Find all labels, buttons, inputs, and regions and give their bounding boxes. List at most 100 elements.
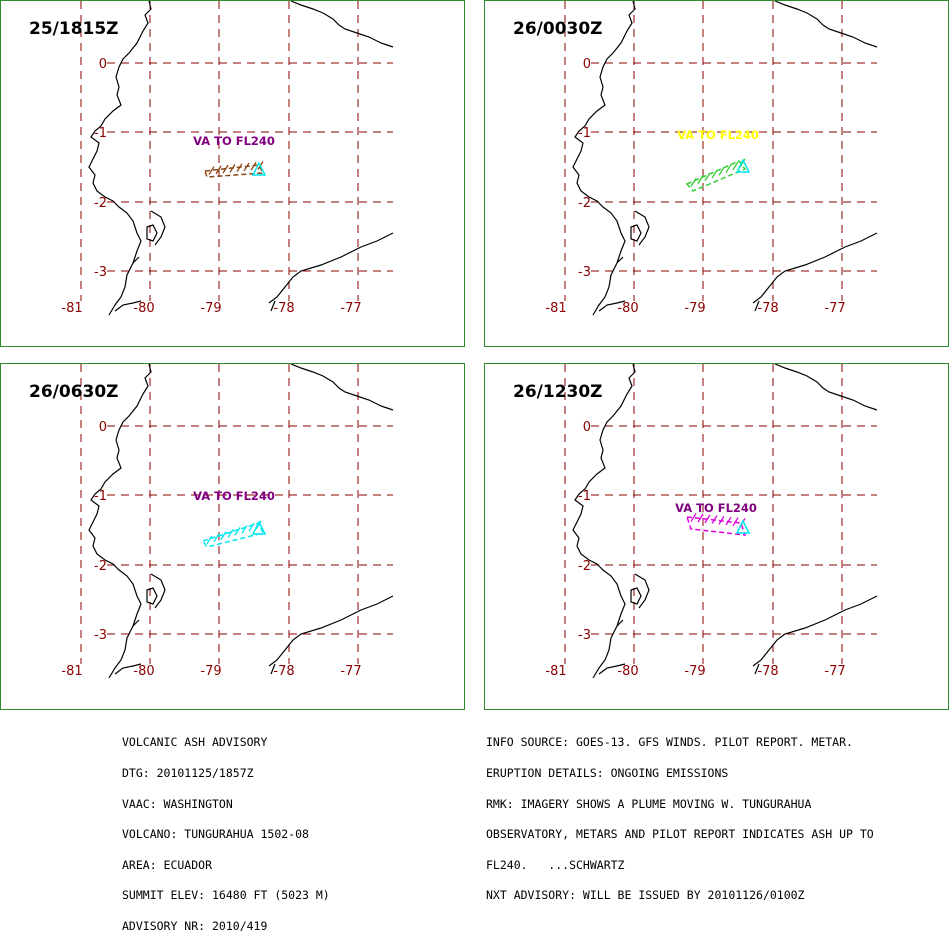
advisory-line: AREA: ECUADOR [122, 857, 213, 872]
advisory-line: RMK: IMAGERY SHOWS A PLUME MOVING W. TUN… [486, 796, 812, 811]
coastline [630, 224, 642, 242]
ash-plume [203, 164, 265, 178]
plume-hatch [690, 178, 697, 187]
longitude-label: -81 [61, 301, 82, 316]
ash-plume [685, 516, 747, 536]
ecuador-map: 0 -1 -2 -3 -81 -80 -79 -78 -77 VA TO FL240 [61, 1, 394, 316]
ecuador-map: 0 -1 -2 -3 -81 -80 -79 -78 -77 VA TO FL240 [545, 364, 878, 679]
longitude-label: -80 [133, 664, 154, 679]
coastline [114, 300, 276, 312]
plume-label: VA TO FL240 [193, 489, 275, 503]
plume-hatch [697, 175, 704, 184]
latitude-label: -3 [94, 265, 107, 280]
plume-hatch [215, 165, 222, 175]
plume-hatch [234, 527, 241, 536]
plume-label: VA TO FL240 [677, 128, 759, 142]
advisory-line: DTG: 20101125/1857Z [122, 766, 254, 780]
latitude-label: -1 [578, 489, 591, 504]
coastline [616, 619, 624, 627]
advisory-line: OBSERVATORY, METARS AND PILOT REPORT IND… [486, 827, 874, 842]
longitude-label: -81 [61, 664, 82, 679]
coastline [616, 256, 624, 264]
plume-hatch [711, 515, 718, 524]
plume-hatch [704, 514, 711, 524]
advisory-line: ERUPTION DETAILS: ONGOING EMISSIONS [486, 766, 729, 780]
coastline [774, 1, 878, 48]
coastline [114, 663, 276, 675]
plume-hatch [208, 166, 215, 175]
plume-hatch [725, 516, 732, 526]
coastline [268, 595, 394, 667]
plume-hatch [241, 524, 248, 534]
panel-time: 25/1815Z [29, 19, 119, 39]
latitude-label: -2 [94, 196, 107, 211]
longitude-label: -80 [617, 664, 638, 679]
volcano-icon [735, 519, 751, 534]
plume-hatch [213, 533, 220, 543]
plume-hatch [206, 535, 213, 545]
longitude-label: -78 [757, 301, 778, 316]
advisory-line: VOLCANO: TUNGURAHUA 1502-08 [122, 827, 309, 842]
panel-time: 26/0030Z [513, 19, 603, 39]
coastline [88, 1, 152, 316]
longitude-label: -79 [684, 301, 705, 316]
coastline [132, 619, 140, 627]
advisory-left-block: VOLCANIC ASH ADVISORY DTG: 20101125/1857… [122, 717, 330, 941]
volcano-icon [251, 520, 267, 535]
coastline [774, 364, 878, 411]
plume-hatch [229, 164, 236, 173]
advisory-line: VOLCANIC ASH ADVISORY [122, 735, 268, 750]
longitude-label: -81 [545, 301, 566, 316]
latitude-label: -3 [578, 265, 591, 280]
latitude-label: -2 [578, 559, 591, 574]
plume-hatch [236, 163, 243, 173]
latitude-label: -2 [578, 196, 591, 211]
advisory-line: ADVISORY NR: 2010/419 [122, 918, 268, 933]
coastline [634, 573, 650, 609]
plume-hatch [227, 529, 234, 538]
plume-hatch [718, 166, 725, 176]
plume-label: VA TO FL240 [193, 134, 275, 148]
coastline [88, 364, 152, 679]
map-panel-3: 0 -1 -2 -3 -81 -80 -79 -78 -77 VA TO FL240 26/063… [0, 363, 465, 710]
advisory-line: FL240. ...SCHWARTZ [486, 857, 625, 872]
coastline [752, 595, 878, 667]
map-panel-1: 0 -1 -2 -3 -81 -80 -79 -78 -77 VA TO FL240 25/181… [0, 0, 465, 347]
longitude-label: -79 [684, 664, 705, 679]
latitude-label: 0 [99, 420, 107, 435]
coastline [150, 573, 166, 609]
plume-hatch [725, 164, 732, 173]
longitude-label: -78 [273, 664, 294, 679]
advisory-right-block: INFO SOURCE: GOES-13. GFS WINDS. PILOT R… [486, 717, 874, 911]
coastline [146, 587, 158, 605]
coastline [598, 663, 760, 675]
volcano-icon [251, 161, 267, 176]
latitude-label: 0 [583, 57, 591, 72]
coastline [572, 364, 636, 679]
latitude-label: -1 [94, 126, 107, 141]
plume-hatch [220, 531, 227, 540]
ecuador-map: 0 -1 -2 -3 -81 -80 -79 -78 -77 VA TO FL240 [61, 364, 394, 679]
latitude-label: 0 [583, 420, 591, 435]
plume-hatch [697, 513, 704, 523]
advisory-line: SUMMIT ELEV: 16480 FT (5023 M) [122, 888, 330, 903]
plume-label: VA TO FL240 [675, 501, 757, 515]
advisory-line: NXT ADVISORY: WILL BE ISSUED BY 20101126… [486, 888, 805, 903]
latitude-label: -2 [94, 559, 107, 574]
coastline [268, 232, 394, 304]
coastline [634, 210, 650, 246]
advisory-line: INFO SOURCE: GOES-13. GFS WINDS. PILOT R… [486, 735, 853, 750]
coastline [572, 1, 636, 316]
latitude-label: -3 [94, 628, 107, 643]
longitude-label: -77 [340, 301, 361, 316]
plume-hatch [250, 161, 257, 171]
coastline [290, 364, 394, 411]
plume-hatch [718, 515, 725, 525]
longitude-label: -79 [200, 301, 221, 316]
latitude-label: 0 [99, 57, 107, 72]
ash-plume [685, 160, 747, 192]
plume-hatch [248, 522, 255, 532]
longitude-label: -80 [133, 301, 154, 316]
panel-time: 26/0630Z [29, 382, 119, 402]
plume-hatch [243, 162, 250, 172]
